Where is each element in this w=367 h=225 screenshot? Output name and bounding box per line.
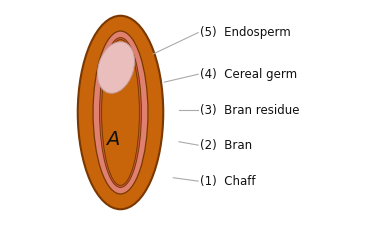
Ellipse shape	[102, 40, 139, 185]
Text: (4)  Cereal germ: (4) Cereal germ	[200, 68, 298, 81]
Ellipse shape	[98, 42, 134, 93]
Text: (5)  Endosperm: (5) Endosperm	[200, 26, 291, 39]
Text: A: A	[106, 130, 119, 149]
Ellipse shape	[78, 16, 163, 209]
Text: (1)  Chaff: (1) Chaff	[200, 175, 256, 188]
Text: (3)  Bran residue: (3) Bran residue	[200, 104, 300, 117]
Text: (2)  Bran: (2) Bran	[200, 139, 252, 152]
Ellipse shape	[99, 38, 141, 187]
Ellipse shape	[93, 31, 148, 194]
